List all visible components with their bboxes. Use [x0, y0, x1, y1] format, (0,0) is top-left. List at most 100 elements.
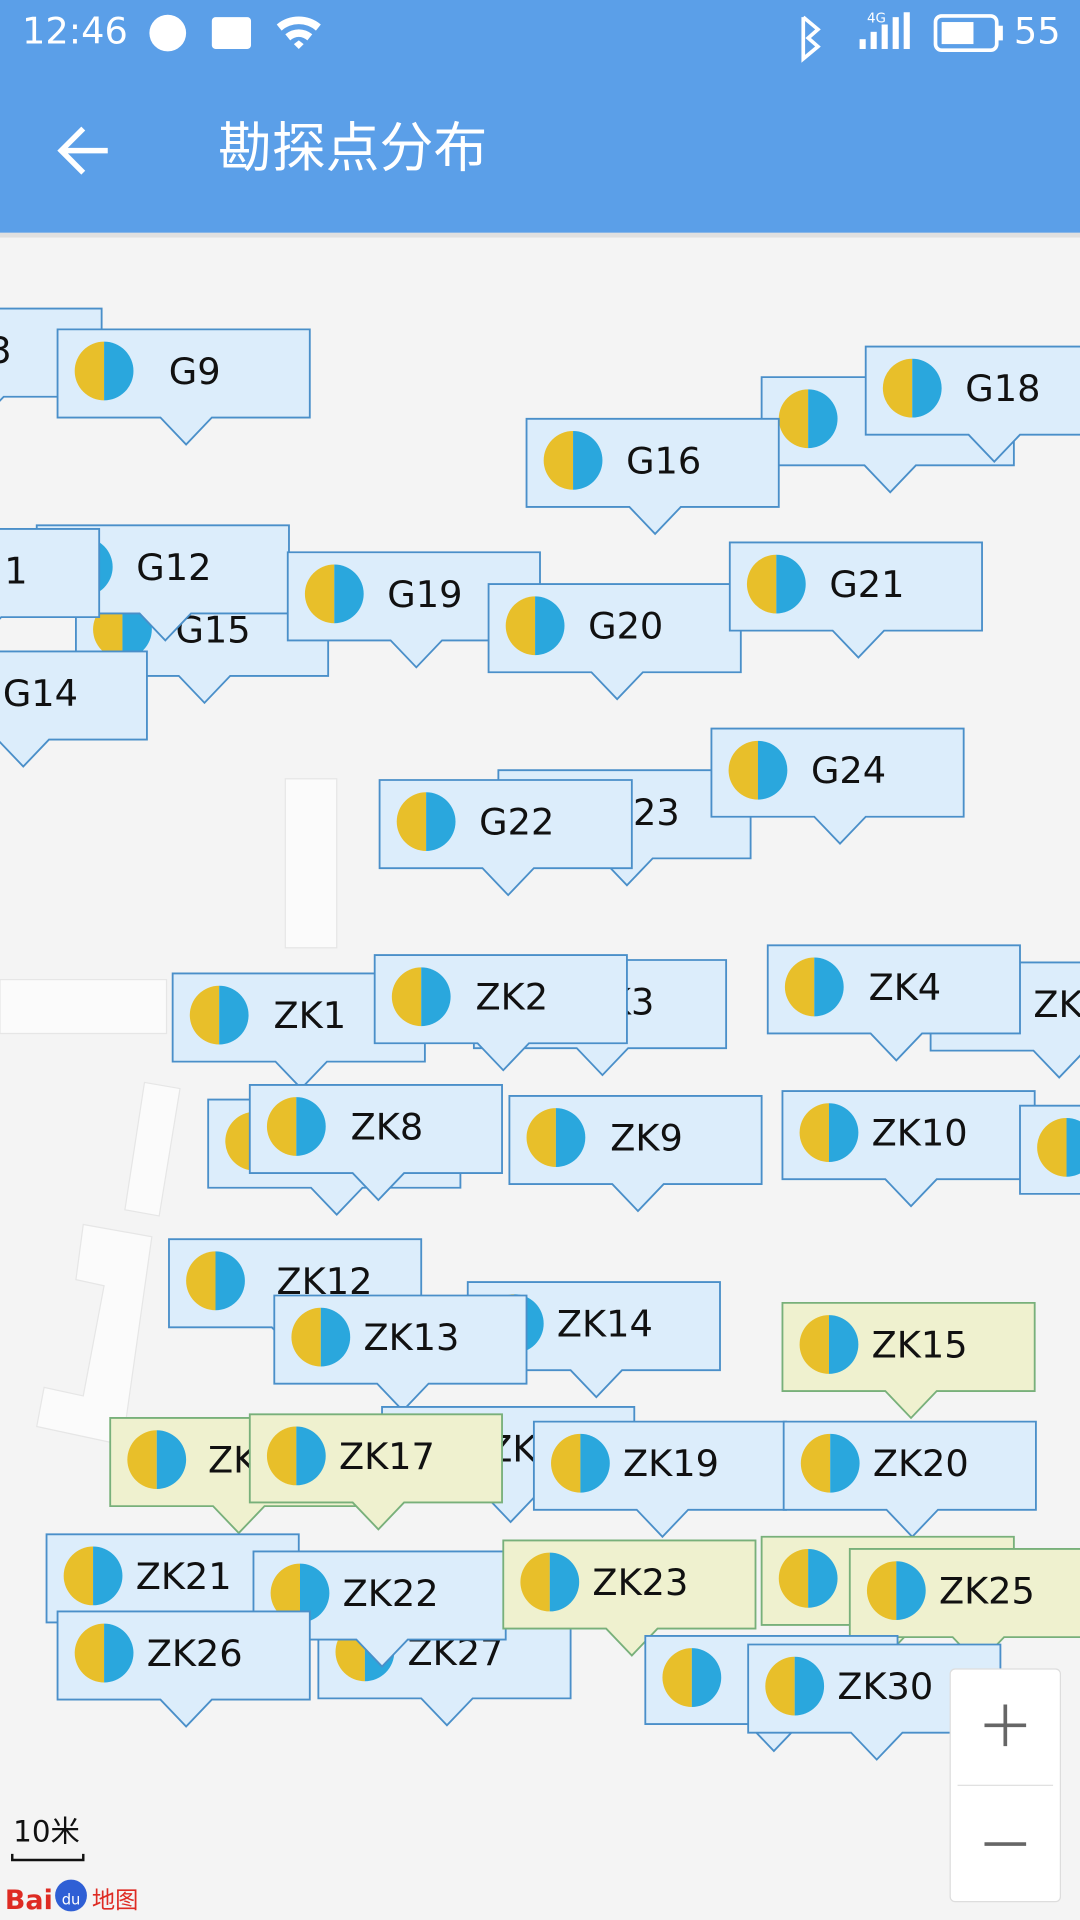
marker-label: ZK13	[363, 1316, 459, 1359]
scale-label: 10米	[13, 1815, 80, 1849]
marker-icon-left	[127, 1430, 157, 1489]
marker-icon-left	[765, 1656, 795, 1716]
marker-icon-right	[776, 554, 806, 614]
map-marker[interactable]: G19	[286, 551, 541, 669]
marker-icon-left	[396, 792, 427, 852]
marker-icon-right	[757, 740, 788, 800]
map-marker[interactable]: ZK30	[747, 1643, 1002, 1761]
map-marker[interactable]: G24	[710, 727, 965, 846]
marker-label: ZK22	[343, 1572, 439, 1615]
map-marker[interactable]: G16	[525, 417, 780, 536]
map-marker[interactable]: G20	[487, 583, 742, 701]
marker-label: G14	[3, 672, 78, 715]
marker-icon-right	[104, 341, 134, 401]
marker-label: G16	[626, 439, 701, 482]
marker-icon-right	[219, 985, 249, 1045]
map-marker[interactable]: 1	[0, 528, 101, 644]
back-button[interactable]	[57, 126, 108, 175]
marker-label: ZK21	[136, 1555, 232, 1598]
map-marker[interactable]: ZK23	[502, 1539, 757, 1657]
marker-icon-right	[296, 1097, 326, 1156]
logo-du: du	[62, 1891, 81, 1908]
markers: 3G9G18G16G15G121G19G20G21G1423G24G22K3ZK…	[0, 307, 1080, 1761]
marker-icon-left	[266, 1426, 297, 1486]
marker-icon-left	[391, 967, 422, 1027]
map-marker[interactable]: ZK4	[766, 944, 1021, 1062]
marker-icon-right	[549, 1552, 580, 1612]
marker-label: G9	[169, 350, 221, 393]
map-marker[interactable]: ZK17	[248, 1413, 503, 1531]
scale-bar	[11, 1853, 85, 1862]
marker-icon-left	[304, 564, 335, 624]
marker-icon-left	[520, 1552, 550, 1612]
marker-label: G21	[829, 563, 904, 606]
map-marker[interactable]: ZK2	[373, 954, 628, 1072]
marker-label: ZK8	[351, 1105, 424, 1148]
marker-icon-right	[912, 358, 942, 418]
marker-icon-left	[882, 358, 913, 418]
status-icons	[149, 12, 1003, 63]
marker-icon-left	[270, 1563, 300, 1623]
map-marker[interactable]: ZK10	[781, 1090, 1036, 1208]
marker-label: 1	[4, 550, 27, 593]
marker-label: ZK30	[837, 1665, 933, 1708]
marker-icon-left	[291, 1307, 321, 1367]
marker-label: ZK2	[476, 976, 549, 1019]
map-marker[interactable]: ZK8	[248, 1083, 503, 1202]
marker-label: G12	[136, 546, 211, 589]
marker-icon-right	[896, 1561, 926, 1620]
map-marker[interactable]: ZK22	[252, 1550, 507, 1668]
marker-icon-right	[320, 1307, 351, 1367]
marker-label: ZK23	[592, 1561, 688, 1604]
status-time: 12:46	[22, 10, 128, 53]
marker-label: G19	[387, 573, 462, 616]
marker-icon-left	[186, 1251, 216, 1311]
map-marker[interactable]: ZK25	[848, 1548, 1080, 1666]
map-marker[interactable]: G21	[728, 541, 983, 659]
marker-label: G18	[965, 367, 1040, 410]
marker-label: G24	[811, 749, 886, 792]
marker-icon-left	[778, 1548, 809, 1608]
marker-icon-left	[266, 1097, 297, 1156]
marker-label: ZK1	[273, 994, 346, 1037]
map-marker[interactable]: G9	[56, 328, 311, 446]
marker-icon-right	[808, 389, 838, 449]
marker-icon-right	[1066, 1117, 1080, 1177]
marker-label: ZK25	[939, 1570, 1035, 1613]
map-marker[interactable]: ZK1	[171, 972, 426, 1090]
map-marker[interactable]: G22	[378, 779, 633, 897]
marker-icon-left	[799, 1103, 829, 1163]
map-marker[interactable]: ZK13	[273, 1294, 528, 1412]
map-marker[interactable]	[1019, 1104, 1080, 1221]
map-marker[interactable]: ZK20	[782, 1420, 1037, 1539]
marker-icon-right	[555, 1108, 586, 1167]
marker-icon-left	[189, 985, 220, 1045]
map-marker[interactable]: G18	[864, 345, 1080, 463]
marker-icon-right	[580, 1433, 610, 1493]
marker-icon-right	[535, 596, 565, 656]
zoom-in[interactable]	[984, 1704, 1027, 1747]
marker-icon-left	[551, 1433, 581, 1493]
marker-bubble	[0, 650, 148, 768]
map-marker[interactable]: ZK19	[532, 1420, 788, 1539]
marker-icon-left	[662, 1648, 692, 1707]
map-marker[interactable]: ZK26	[56, 1610, 311, 1728]
map-marker[interactable]: ZK9	[508, 1095, 763, 1213]
marker-icon-left	[778, 389, 809, 449]
marker-label: ZK10	[872, 1112, 968, 1155]
logo-paw	[55, 1879, 87, 1912]
marker-icon-left	[784, 957, 815, 1017]
marker-label: ZK26	[147, 1632, 243, 1675]
marker-label: ZK4	[869, 966, 942, 1009]
map-marker[interactable]: G14	[0, 650, 148, 768]
marker-label: ZK14	[557, 1303, 653, 1346]
marker-icon-left	[63, 1546, 94, 1606]
marker-icon-left	[225, 1111, 255, 1171]
map-marker[interactable]: ZK15	[781, 1301, 1036, 1420]
marker-label: ZK19	[623, 1442, 719, 1485]
marker-icon-left	[74, 1623, 105, 1683]
marker-icon-right	[93, 1546, 123, 1606]
marker-icon-left	[800, 1433, 831, 1493]
